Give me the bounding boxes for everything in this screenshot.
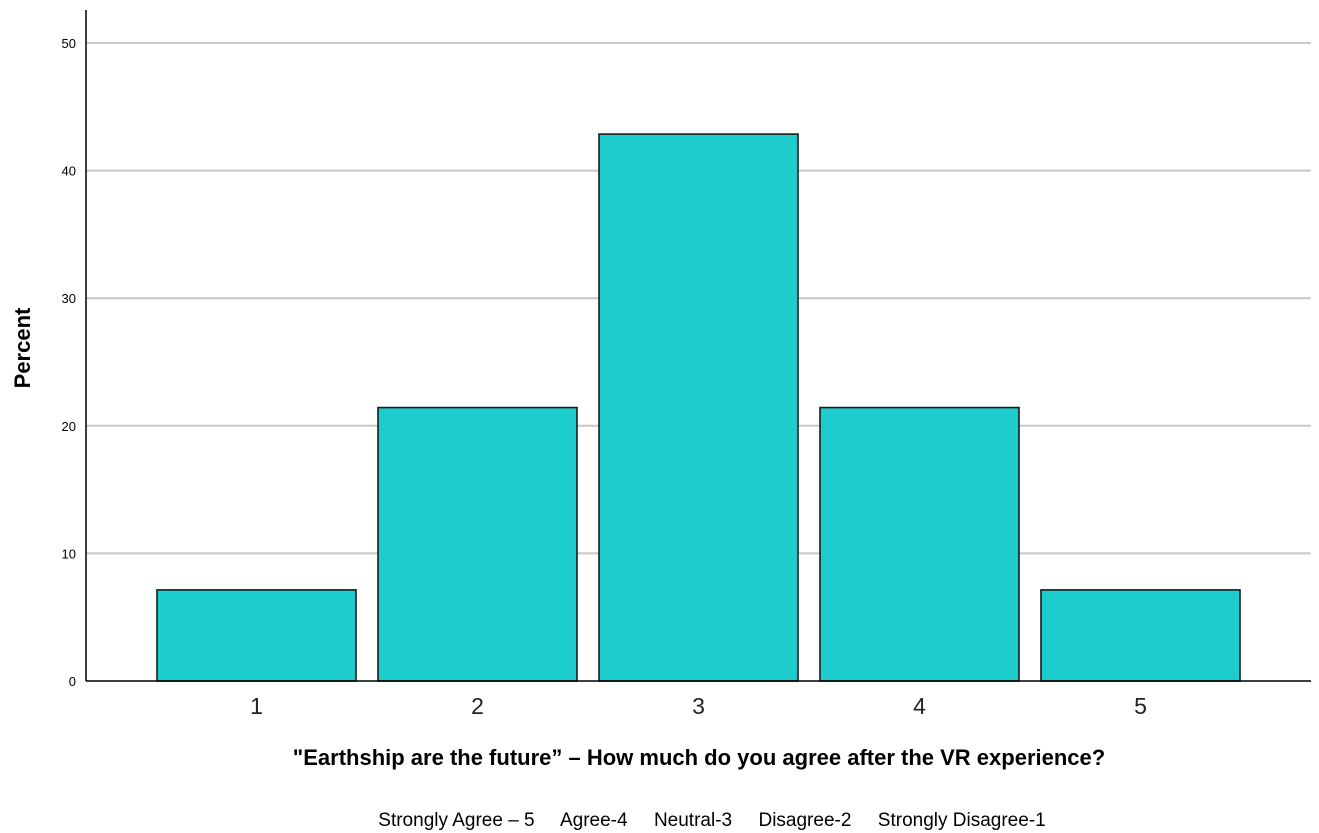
bars: [156, 133, 1241, 682]
bar-5: [1040, 589, 1241, 682]
y-tick-label: 20: [62, 419, 76, 434]
bar-1: [156, 589, 357, 682]
bar-4: [819, 406, 1020, 682]
y-tick-label: 0: [69, 674, 76, 689]
x-tick-label: 2: [471, 693, 484, 719]
scale-legend-note: Strongly Agree – 5 Agree-4 Neutral-3 Dis…: [378, 810, 1045, 831]
x-tick-label: 3: [692, 693, 705, 719]
y-axis-title: Percent: [10, 307, 35, 388]
x-tick-label: 4: [913, 693, 926, 719]
x-tick-label: 1: [250, 693, 263, 719]
y-tick-label: 50: [62, 36, 76, 51]
x-tick-labels: 1 2 3 4 5: [250, 693, 1147, 719]
bar-2: [377, 406, 578, 682]
bar-3: [598, 133, 799, 682]
y-tick-label: 10: [62, 546, 76, 561]
x-tick-label: 5: [1134, 693, 1147, 719]
y-tick-label: 30: [62, 291, 76, 306]
y-tick-label: 40: [62, 164, 76, 179]
x-axis-title: "Earthship are the future” – How much do…: [293, 745, 1105, 770]
axes: [85, 10, 1311, 682]
y-tick-labels: 0 10 20 30 40 50: [62, 36, 76, 689]
